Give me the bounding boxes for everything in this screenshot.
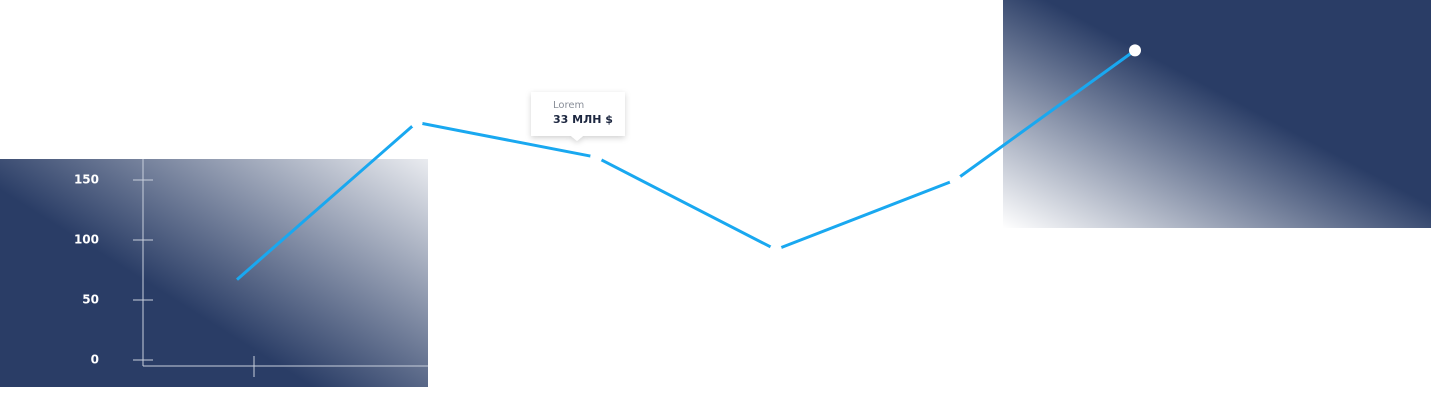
vertex-gap	[590, 151, 603, 164]
plot: 0 50 100 150	[74, 44, 1141, 367]
line	[236, 49, 1136, 281]
tooltip-box	[531, 92, 625, 141]
tooltip-value: 33 МЛН $	[553, 113, 613, 126]
vertex-gap	[949, 174, 962, 186]
y-tick-label: 50	[82, 293, 99, 307]
right-panel	[1003, 0, 1431, 228]
y-tick-label: 150	[74, 173, 99, 187]
vertex-gap	[410, 116, 423, 129]
left-panel	[0, 159, 428, 387]
vertex-gap	[1129, 44, 1141, 57]
tooltip-label: Lorem	[553, 100, 584, 111]
vertex-gap	[769, 243, 782, 256]
tooltip: Lorem 33 МЛН $	[531, 92, 625, 141]
y-tick-label: 0	[91, 353, 99, 367]
y-tick-label: 100	[74, 233, 99, 247]
